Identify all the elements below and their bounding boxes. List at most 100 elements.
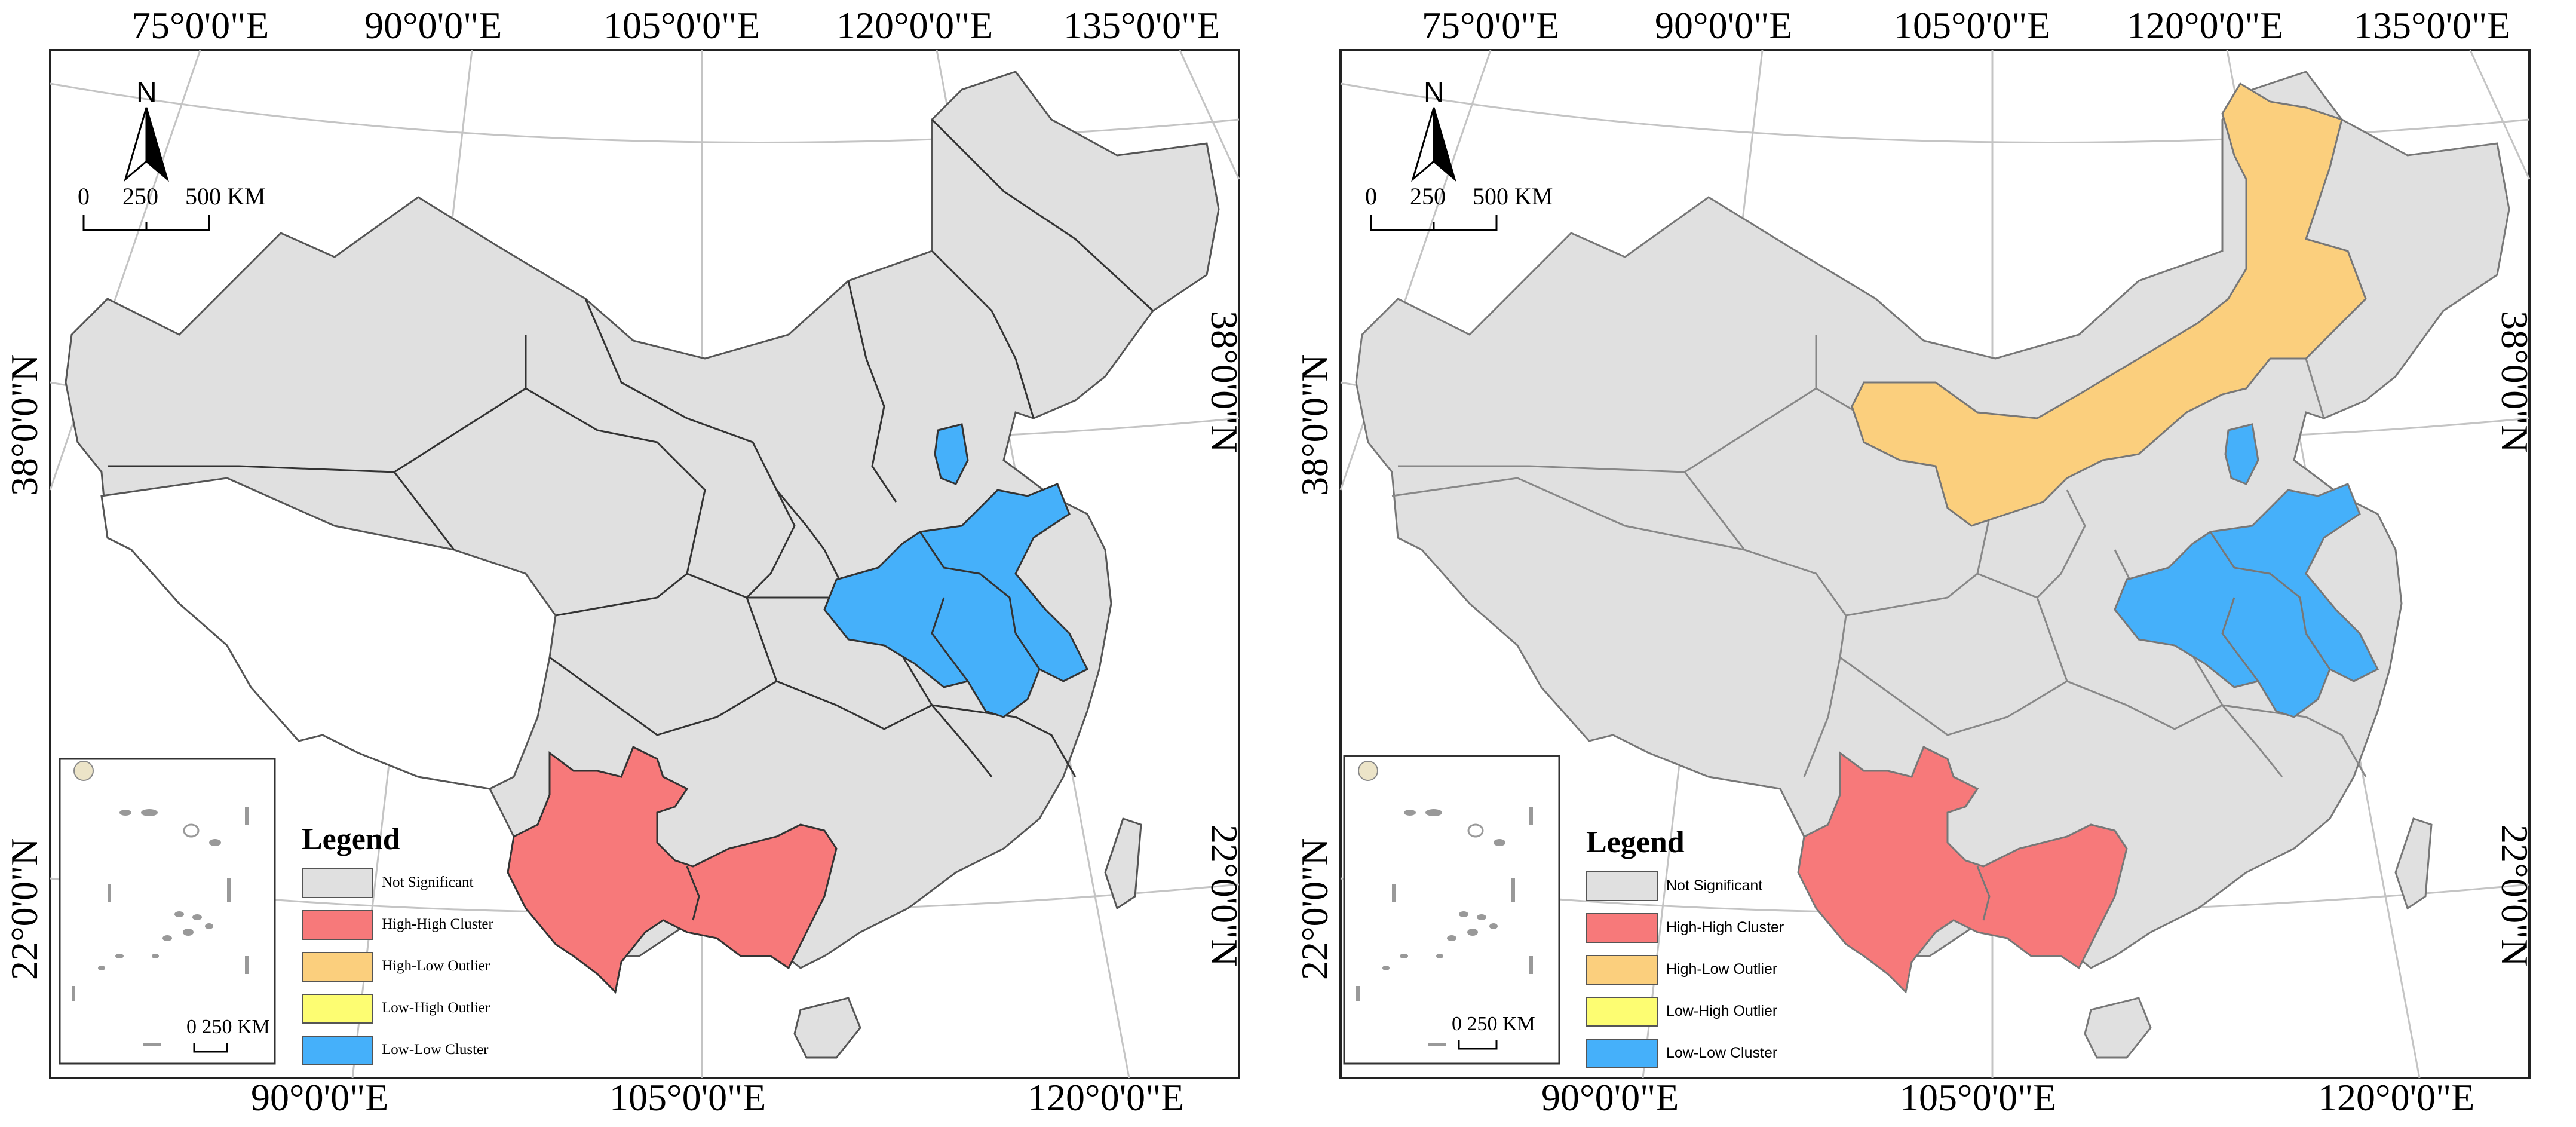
inset-island xyxy=(1459,911,1468,917)
scale-tick-250: 250 xyxy=(122,183,158,210)
graticule-label-left-38n: 38°0'0"N xyxy=(1293,354,1336,496)
legend-label: High-Low Outlier xyxy=(1666,961,1778,978)
lowlow-internal-boundaries xyxy=(2209,531,2331,682)
inset-dash xyxy=(1428,1043,1446,1046)
inset-dash xyxy=(1356,986,1360,1001)
graticule-label-bottom-105e: 105°0'0"E xyxy=(1900,1076,2057,1119)
legend-label: High-High Cluster xyxy=(1666,919,1784,936)
meridian-135e xyxy=(2469,50,2531,180)
inset-dash xyxy=(1529,956,1533,974)
graticule-label-top-120e: 120°0'0"E xyxy=(836,4,993,47)
inset-island xyxy=(1494,839,1505,846)
inset-island xyxy=(1477,914,1486,920)
boundary-qinghai-west xyxy=(393,471,455,550)
legend-label: High-Low Outlier xyxy=(382,958,490,974)
boundary-heilongjiang-jilin xyxy=(931,118,1154,312)
inset-island xyxy=(1467,823,1484,838)
graticule-label-left-38n: 38°0'0"N xyxy=(3,354,45,496)
inset-island xyxy=(183,823,200,838)
legend-label: Low-High Outlier xyxy=(1666,1003,1778,1019)
inset-dash xyxy=(72,986,75,1001)
boundary-qinghai-west xyxy=(1683,471,1746,550)
highhigh-cluster-south xyxy=(507,745,838,994)
inset-island xyxy=(174,911,184,917)
map-panel-right: N 0 250 500 KM 0 250 KM 75°0'0"E 90°0'0"… xyxy=(1290,0,2539,1127)
boundary-qinghai-gansu xyxy=(525,387,706,617)
graticule-label-right-38n: 38°0'0"N xyxy=(1203,311,1246,453)
graticule-label-right-22n: 22°0'0"N xyxy=(2494,825,2536,967)
map-canvas xyxy=(49,49,1240,1079)
legend-label: Not Significant xyxy=(1666,877,1763,894)
inset-island xyxy=(119,810,131,816)
legend-swatch xyxy=(302,910,373,940)
legend-swatch xyxy=(1586,871,1658,901)
highhigh-cluster-south xyxy=(1797,745,2128,994)
north-arrow-graphic xyxy=(1411,107,1456,182)
inset-islands xyxy=(1356,761,1533,1046)
inset-dash xyxy=(108,884,111,902)
scale-tick-0: 0 xyxy=(78,183,90,210)
inset-island xyxy=(1467,929,1478,936)
legend-swatch xyxy=(1586,997,1658,1027)
graticule-label-right-22n: 22°0'0"N xyxy=(1203,825,1246,967)
legend-swatch xyxy=(1586,955,1658,985)
scale-tick-250: 250 xyxy=(1410,183,1446,210)
graticule-label-top-135e: 135°0'0"E xyxy=(1063,4,1220,47)
legend-title: Legend xyxy=(1586,825,1685,859)
map-panel-left: N 0 250 500 KM 0 250 KM 75°0'0"E 90°0'0"… xyxy=(0,0,1249,1127)
hainan-island xyxy=(2084,997,2152,1059)
boundary-henan-anhui xyxy=(931,597,969,682)
inset-island xyxy=(1382,966,1390,970)
highlow-inner-mongolia xyxy=(1851,82,2367,527)
legend-swatch xyxy=(302,1036,373,1065)
graticule-label-top-75e: 75°0'0"E xyxy=(131,4,269,47)
lowlow-internal-boundaries xyxy=(919,531,1041,682)
inset-island xyxy=(1404,810,1416,816)
legend-label: Low-High Outlier xyxy=(382,1000,490,1016)
inset-scale-label: 0 250 KM xyxy=(186,1016,270,1038)
inset-island xyxy=(115,954,124,958)
graticule-label-bottom-120e: 120°0'0"E xyxy=(1028,1076,1185,1119)
boundary-anhui-jiangsu xyxy=(1014,633,1041,670)
inset-dash xyxy=(143,1043,161,1046)
legend-title: Legend xyxy=(302,822,400,856)
legend-label: High-High Cluster xyxy=(382,916,493,932)
graticule-label-bottom-90e: 90°0'0"E xyxy=(1541,1076,1679,1119)
graticule-label-bottom-120e: 120°0'0"E xyxy=(2318,1076,2475,1119)
graticule-label-left-22n: 22°0'0"N xyxy=(3,838,45,980)
inset-map-frame xyxy=(1343,755,1560,1065)
inset-island xyxy=(192,914,202,920)
graticule-label-top-90e: 90°0'0"E xyxy=(1655,4,1793,47)
legend-swatch xyxy=(302,994,373,1024)
inset-island xyxy=(1489,923,1498,929)
legend-label: Low-Low Cluster xyxy=(1666,1045,1778,1061)
inset-island xyxy=(209,839,221,846)
scale-bar-line xyxy=(1370,215,1498,231)
boundary-shaanxi xyxy=(746,489,796,599)
boundary-xizang xyxy=(1391,477,1847,777)
inset-island xyxy=(162,935,172,941)
graticule-label-bottom-105e: 105°0'0"E xyxy=(609,1076,766,1119)
inset-scale-bar xyxy=(193,1043,228,1053)
boundary-guizhou-hunan xyxy=(776,680,993,777)
lowlow-tianjin xyxy=(934,423,969,485)
boundary-anhui-jiangsu xyxy=(2305,633,2331,670)
graticule-label-top-120e: 120°0'0"E xyxy=(2127,4,2284,47)
inset-dash xyxy=(1529,807,1533,825)
boundary-shaanxi xyxy=(2036,489,2086,599)
graticule-label-left-22n: 22°0'0"N xyxy=(1293,838,1336,980)
taiwan-island xyxy=(2394,817,2433,910)
inset-island xyxy=(1447,935,1456,941)
boundary-liaoning xyxy=(931,250,1035,419)
boundary-gansu-nmg xyxy=(584,298,826,550)
scale-bar-line xyxy=(82,215,210,231)
legend-swatch xyxy=(1586,913,1658,943)
scale-tick-500: 500 KM xyxy=(1473,183,1553,210)
legend-label: Not Significant xyxy=(382,874,474,890)
inset-coast xyxy=(73,761,94,781)
inset-island xyxy=(98,966,105,970)
taiwan-island xyxy=(1104,817,1142,910)
north-arrow-label: N xyxy=(1424,77,1445,109)
scale-tick-500: 500 KM xyxy=(185,183,266,210)
inset-dash xyxy=(245,807,249,825)
